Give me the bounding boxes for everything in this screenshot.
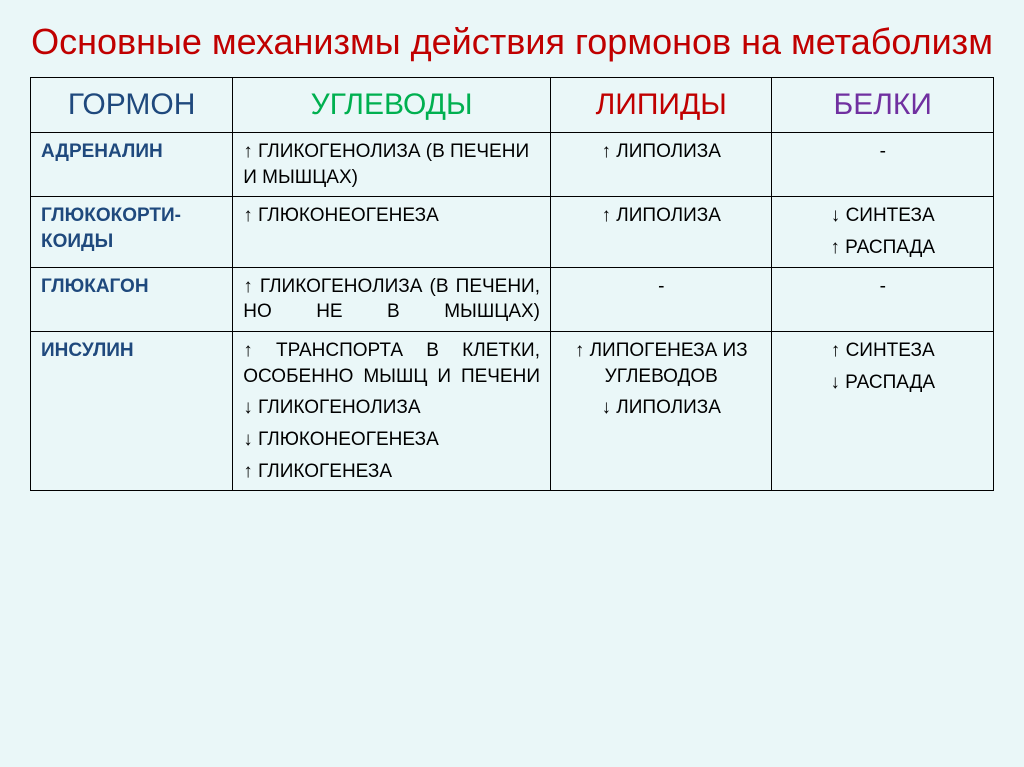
table-cell: ↑ ГЛИКОГЕНОЛИЗА (В ПЕЧЕНИ, НО НЕ В МЫШЦА… [233, 267, 551, 331]
table-cell: - [772, 267, 994, 331]
column-header: УГЛЕВОДЫ [233, 78, 551, 133]
table-cell: ↑ ТРАНСПОРТА В КЛЕТКИ, ОСОБЕННО МЫШЦ И П… [233, 332, 551, 491]
hormone-name: АДРЕНАЛИН [31, 133, 233, 197]
table-cell: ↓ СИНТЕЗА↑ РАСПАДА [772, 197, 994, 267]
hormone-name: ГЛЮКАГОН [31, 267, 233, 331]
page-title: Основные механизмы действия гормонов на … [30, 20, 994, 63]
table-row: ГЛЮКАГОН↑ ГЛИКОГЕНОЛИЗА (В ПЕЧЕНИ, НО НЕ… [31, 267, 994, 331]
table-row: АДРЕНАЛИН↑ ГЛИКОГЕНОЛИЗА (В ПЕЧЕНИ И МЫШ… [31, 133, 994, 197]
table-cell: ↑ ЛИПОЛИЗА [551, 197, 772, 267]
table-cell: - [551, 267, 772, 331]
hormone-name: ГЛЮКОКОРТИ-КОИДЫ [31, 197, 233, 267]
table-cell: ↑ ГЛИКОГЕНОЛИЗА (В ПЕЧЕНИ И МЫШЦАХ) [233, 133, 551, 197]
table-cell: - [772, 133, 994, 197]
table-cell: ↑ ЛИПОЛИЗА [551, 133, 772, 197]
table-row: ГЛЮКОКОРТИ-КОИДЫ↑ ГЛЮКОНЕОГЕНЕЗА↑ ЛИПОЛИ… [31, 197, 994, 267]
column-header: ГОРМОН [31, 78, 233, 133]
table-header-row: ГОРМОНУГЛЕВОДЫЛИПИДЫБЕЛКИ [31, 78, 994, 133]
table-cell: ↑ ГЛЮКОНЕОГЕНЕЗА [233, 197, 551, 267]
column-header: ЛИПИДЫ [551, 78, 772, 133]
table-cell: ↑ СИНТЕЗА ↓ РАСПАДА [772, 332, 994, 491]
hormone-table: ГОРМОНУГЛЕВОДЫЛИПИДЫБЕЛКИ АДРЕНАЛИН↑ ГЛИ… [30, 77, 994, 491]
table-cell: ↑ ЛИПОГЕНЕЗА ИЗ УГЛЕВОДОВ ↓ ЛИПОЛИЗА [551, 332, 772, 491]
hormone-name: ИНСУЛИН [31, 332, 233, 491]
table-row: ИНСУЛИН↑ ТРАНСПОРТА В КЛЕТКИ, ОСОБЕННО М… [31, 332, 994, 491]
column-header: БЕЛКИ [772, 78, 994, 133]
